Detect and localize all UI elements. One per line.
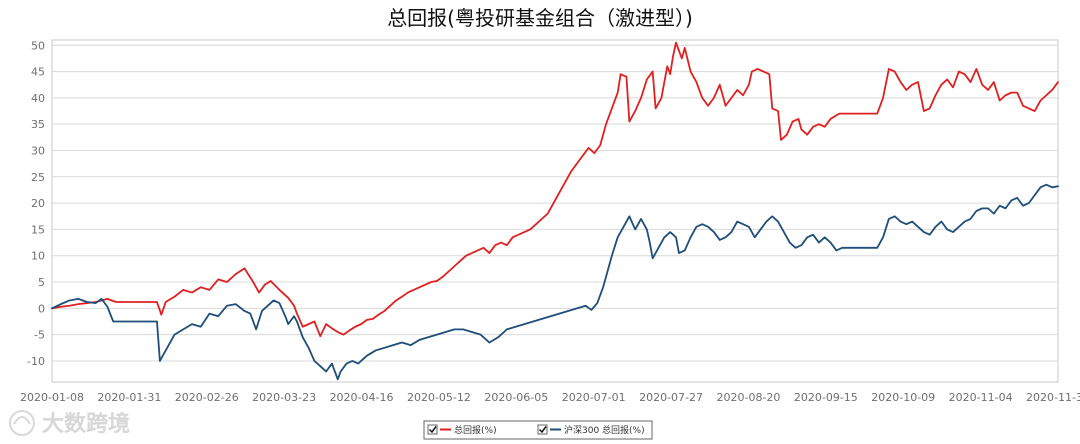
series-line-hs300 [51,183,1059,381]
x-tick-label: 2020-08-20 [716,391,780,404]
y-axis-labels: -10 -5 0 5 10 15 20 25 30 35 40 45 50 [27,39,45,368]
legend: 总回报(%) 沪深300 总回报(%) [423,420,653,440]
legend-checkbox-hs300[interactable] [537,424,548,435]
x-tick-label: 2020-11-04 [949,391,1013,404]
watermark-logo-mark [13,416,31,425]
y-tick-label: 45 [31,66,45,79]
y-tick-label: 40 [31,92,45,105]
chart-title: 总回报(粤投研基金组合（激进型）) [387,6,693,30]
y-tick-label: 25 [31,171,45,184]
legend-checkmark-hs300-icon [538,426,547,434]
x-tick-label: 2020-06-05 [484,391,548,404]
watermark: 大数跨境 [9,410,130,437]
x-axis-labels: 2020-01-08 2020-01-31 2020-02-26 2020-03-23… [20,391,1080,404]
legend-checkbox-total-return[interactable] [427,424,438,435]
series-line-total-return [51,41,1059,338]
x-tick-label: 2020-09-15 [794,391,858,404]
y-tick-label: 20 [31,197,45,210]
y-tick-label: 0 [38,302,45,315]
y-tick-label: 50 [31,39,45,52]
y-tick-label: 35 [31,118,45,131]
x-tick-label: 2020-11-30 [1026,391,1080,404]
series-layer [51,41,1059,381]
y-tick-label: -10 [27,355,45,368]
x-tick-label: 2020-03-23 [252,391,316,404]
x-tick-label: 2020-05-12 [407,391,471,404]
legend-label-total-return: 总回报(%) [454,424,497,436]
x-tick-label: 2020-04-16 [330,391,394,404]
x-tick-label: 2020-01-31 [97,391,161,404]
x-tick-label: 2020-07-01 [562,391,626,404]
watermark-logo [9,410,35,436]
x-tick-label: 2020-10-09 [871,391,935,404]
y-tick-label: -5 [34,329,45,342]
y-tick-label: 10 [31,250,45,263]
y-tick-label: 30 [31,144,45,157]
x-tick-label: 2020-02-26 [175,391,239,404]
y-tick-label: 15 [31,223,45,236]
watermark-text: 大数跨境 [42,411,130,437]
x-tick-label: 2020-01-08 [20,391,84,404]
x-tick-label: 2020-07-27 [639,391,703,404]
legend-item-total-return[interactable]: 总回报(%) [427,424,497,436]
plot-area [51,39,1059,383]
y-tick-label: 5 [38,276,45,289]
grid-lines [52,44,1058,362]
legend-checkmark-total-return-icon [428,426,437,434]
legend-label-hs300: 沪深300 总回报(%) [564,424,645,436]
legend-item-hs300[interactable]: 沪深300 总回报(%) [537,424,645,436]
